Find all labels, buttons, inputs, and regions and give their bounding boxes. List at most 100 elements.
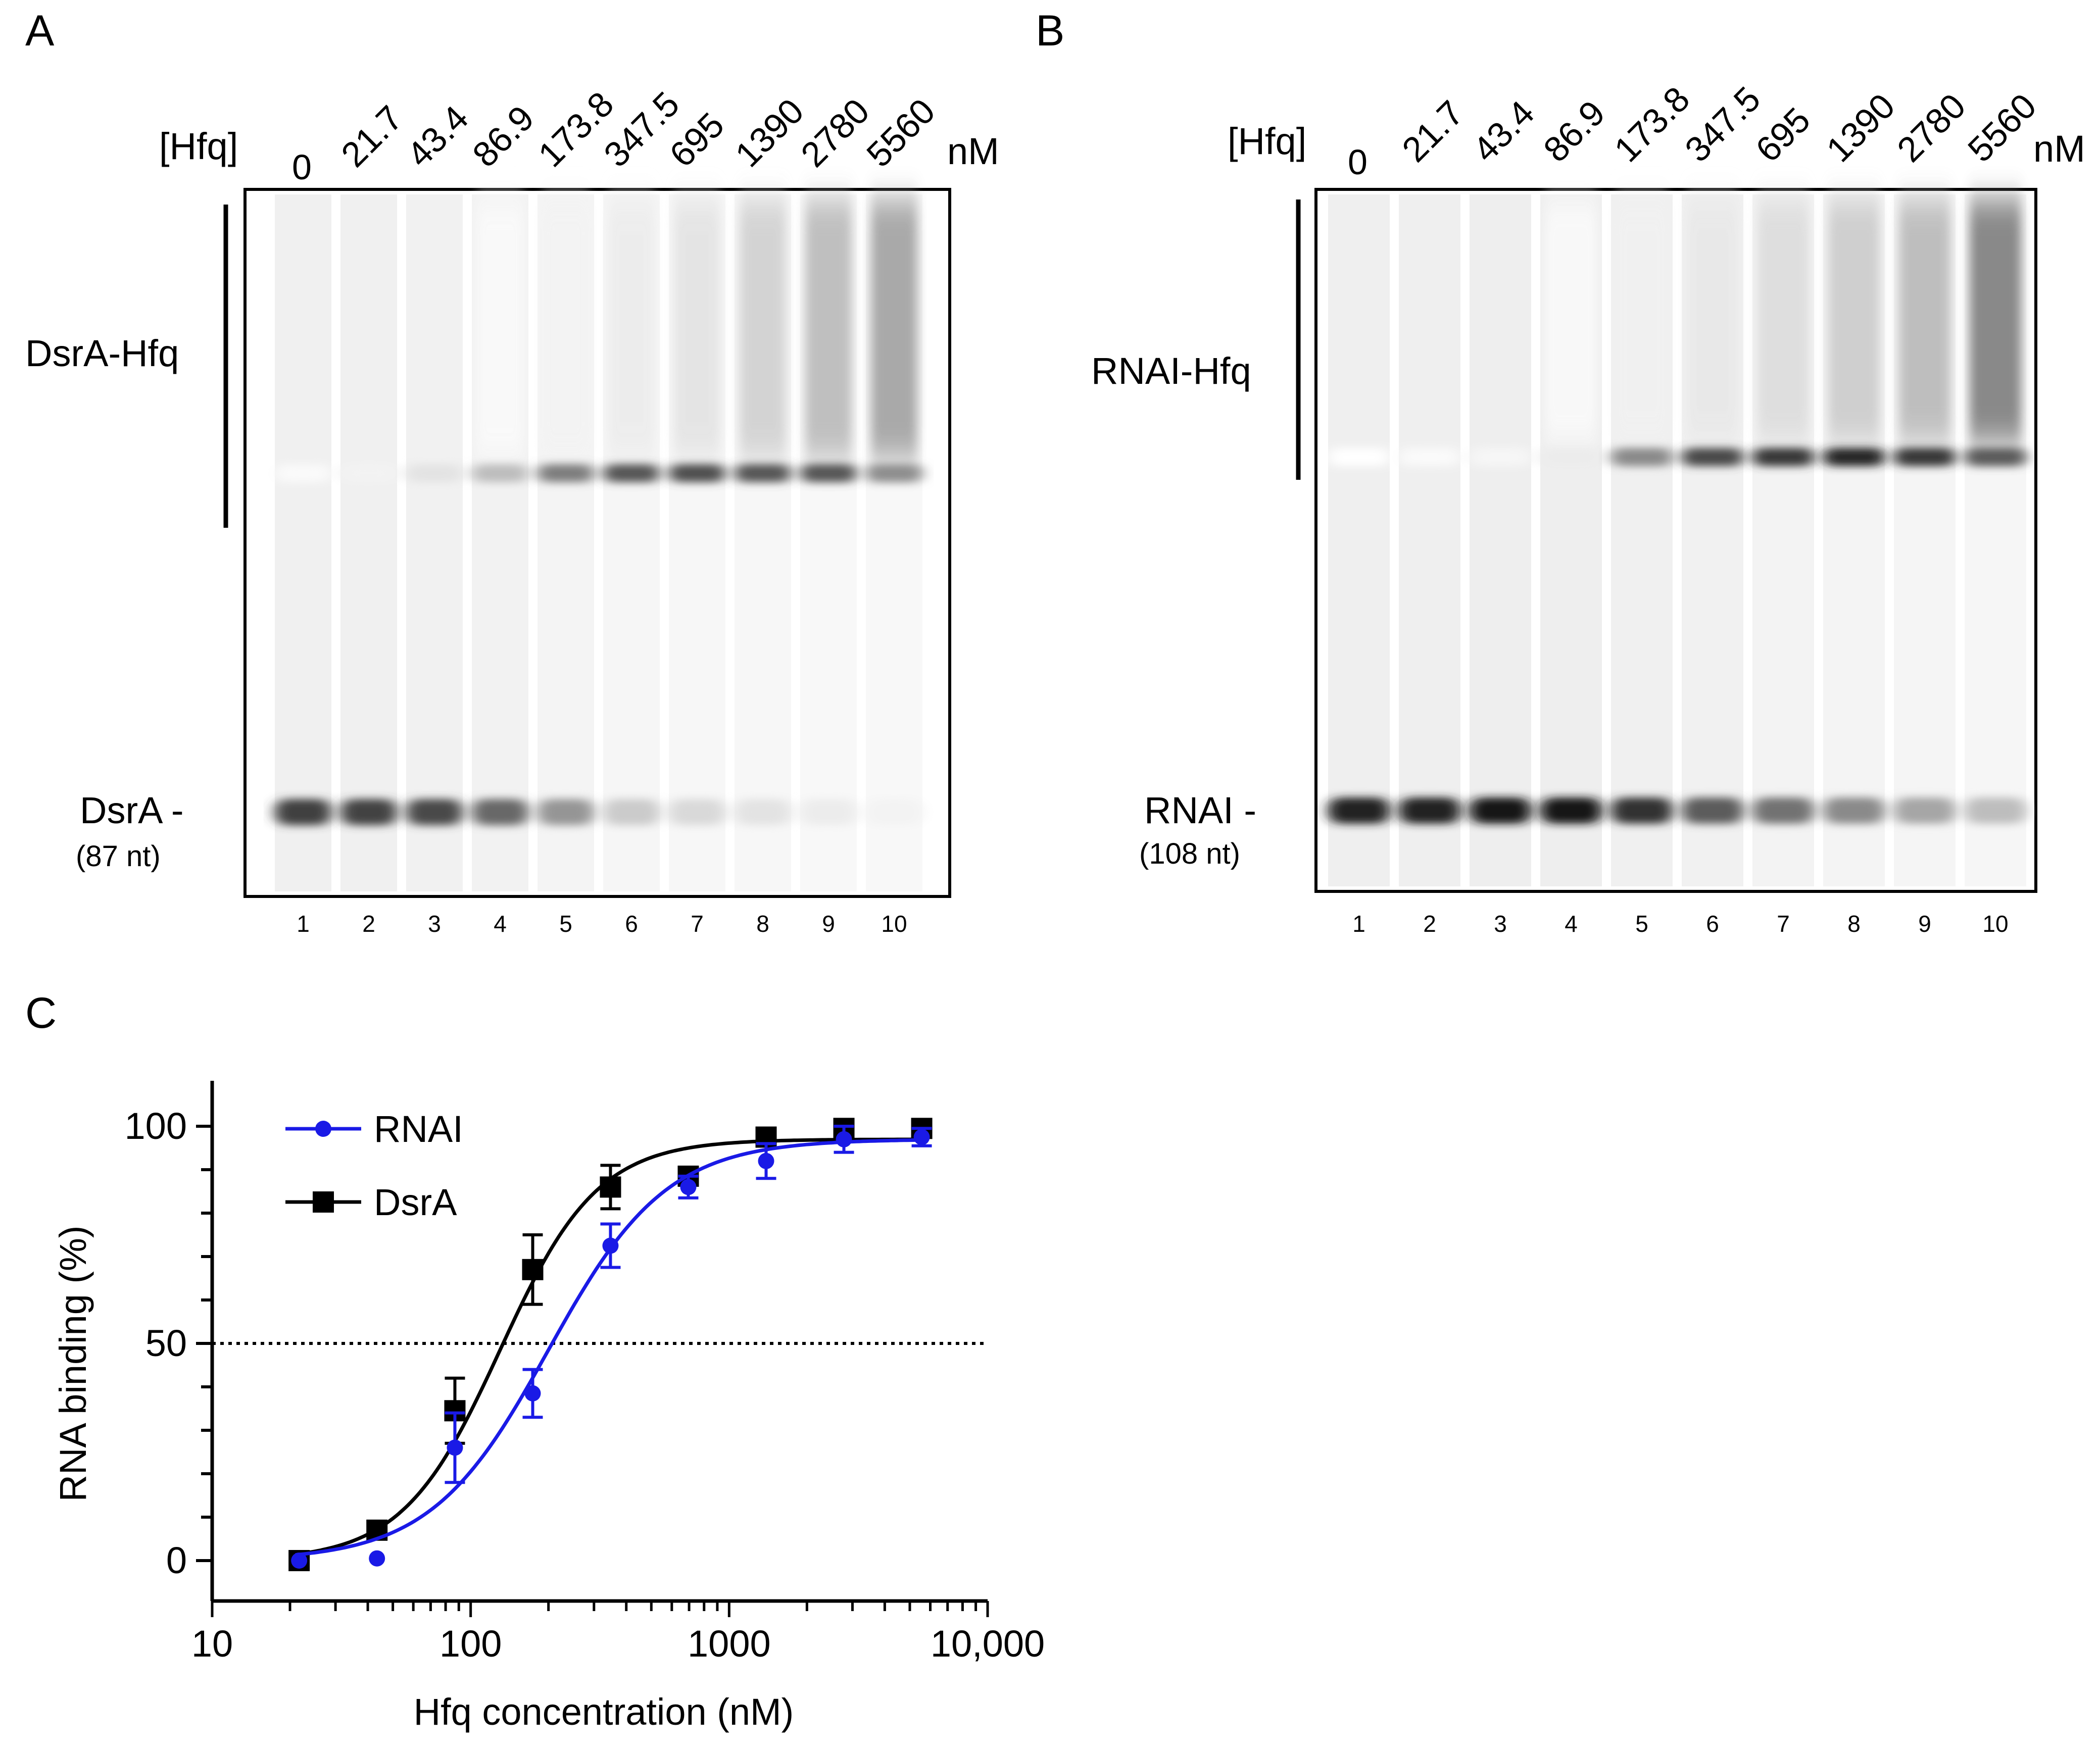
gel-upper-smear [1828, 199, 1880, 442]
gel-complex-band [1823, 448, 1885, 466]
gel-free-band [866, 799, 922, 825]
gel-concentration-label: 43.4 [1465, 93, 1541, 169]
gel-complex-band [1399, 448, 1460, 466]
gel-lane-number: 7 [1777, 911, 1790, 937]
gel-free-band [669, 799, 725, 825]
gel-complex-band [1540, 448, 1602, 466]
chart-legend-marker [313, 1191, 334, 1213]
gel-concentration-label: 2780 [793, 91, 876, 174]
chart-point [836, 1131, 852, 1147]
panel-label-c: C [25, 989, 57, 1037]
gel-concentration-label: 173.8 [530, 84, 621, 175]
chart-x-tick-label: 100 [439, 1623, 502, 1665]
gel-upper-smear [740, 199, 786, 458]
gel-upper-smear [1687, 199, 1738, 442]
gel-lane-number: 2 [1423, 911, 1436, 937]
gel-lane-streak [406, 194, 463, 891]
gel-lane-streak [275, 194, 331, 891]
gel-lane-number: 5 [1635, 911, 1648, 937]
chart-x-axis-label: Hfq concentration (nM) [414, 1691, 794, 1733]
chart-x-tick-label: 1000 [688, 1623, 771, 1665]
gel-free-band [1682, 797, 1743, 824]
panel-label-b: B [1036, 7, 1064, 55]
gel-lane-number: 5 [559, 911, 572, 937]
gel-upper-smear [1970, 199, 2021, 442]
chart-legend: RNAI DsrA [285, 1108, 463, 1223]
gel-complex-band [275, 464, 331, 482]
gel-concentration-label: 0 [292, 147, 312, 187]
gel-free-band [603, 799, 660, 825]
gel-lane-number: 6 [625, 911, 638, 937]
gel-complex-band [800, 464, 857, 482]
gel-complex-band [1611, 448, 1673, 466]
gel-a-complex-label: DsrA-Hfq [25, 332, 179, 374]
panel-label-a: A [25, 7, 55, 55]
gel-free-band [1894, 797, 1956, 824]
gel-lane-streak [1470, 194, 1531, 886]
gel-free-band [538, 799, 594, 825]
gel-upper-smear [1899, 199, 1950, 442]
chart-point [369, 1550, 385, 1567]
gel-complex-band [1470, 448, 1531, 466]
gel-upper-smear [608, 199, 655, 458]
gel-lane-number: 10 [881, 911, 907, 937]
chart-point [602, 1237, 619, 1254]
gel-lane-number: 1 [297, 911, 310, 937]
gel-upper-smear [674, 199, 720, 458]
gel-b-lane-numbers: 1 2 3 4 5 6 7 8 9 10 [1352, 911, 2008, 937]
gel-complex-band [1682, 448, 1743, 466]
gel-concentration-label: 21.7 [1394, 93, 1471, 169]
gel-complex-band [538, 464, 594, 482]
gel-a-hfq-label: [Hfq] [159, 125, 238, 167]
gel-concentration-label: 347.5 [1677, 79, 1768, 170]
chart-series-rnai [291, 1125, 932, 1569]
gel-lane-number: 4 [1565, 911, 1578, 937]
chart-point [522, 1259, 544, 1280]
gel-free-band [800, 799, 857, 825]
gel-concentration-label: 347.5 [596, 84, 687, 175]
gel-complex-band [735, 464, 791, 482]
gel-complex-band [1894, 448, 1956, 466]
gel-concentration-label: 86.9 [465, 98, 541, 174]
gel-lane-number: 10 [1982, 911, 2008, 937]
gel-concentration-label: 1390 [727, 91, 811, 174]
gel-free-band [1470, 797, 1531, 824]
gel-complex-band [669, 464, 725, 482]
binding-chart: 0 50 100 10 100 1000 10,000 RNAI DsrA Hfq conce… [52, 1081, 1045, 1733]
chart-series [288, 1118, 933, 1571]
gel-lane-number: 9 [822, 911, 835, 937]
gel-b-unit: nM [2033, 128, 2085, 170]
chart-point [447, 1439, 463, 1456]
gel-upper-smear [1616, 199, 1668, 442]
gel-free-band [1540, 797, 1602, 824]
gel-free-band [1823, 797, 1885, 824]
gel-concentration-label: 43.4 [399, 98, 475, 174]
gel-lane-number: 3 [428, 911, 441, 937]
gel-upper-smear [477, 199, 523, 458]
gel-a-lane-numbers: 1 2 3 4 5 6 7 8 9 10 [297, 911, 907, 937]
chart-axes: 0 50 100 10 100 1000 10,000 [125, 1081, 1045, 1665]
gel-concentration-label: 1390 [1819, 86, 1902, 169]
gel-a-unit: nM [947, 130, 999, 172]
gel-complex-band [1965, 448, 2026, 466]
gel-b-free-size: (108 nt) [1139, 837, 1240, 870]
gel-lane-number: 2 [362, 911, 375, 937]
gel-lane-number: 4 [494, 911, 507, 937]
gel-free-band [1611, 797, 1673, 824]
chart-point [758, 1153, 774, 1169]
chart-y-tick-label: 0 [166, 1539, 187, 1581]
gel-lane-number: 8 [756, 911, 769, 937]
gel-free-band [735, 799, 791, 825]
gel-concentration-label: 21.7 [333, 98, 410, 174]
gel-lane-number: 8 [1847, 911, 1861, 937]
gel-concentration-label: 86.9 [1536, 93, 1612, 169]
chart-point [524, 1385, 541, 1401]
gel-concentration-label: 0 [1348, 142, 1368, 182]
chart-y-tick-label: 100 [125, 1105, 187, 1147]
gel-lane-number: 3 [1494, 911, 1507, 937]
chart-legend-label: DsrA [374, 1181, 457, 1223]
